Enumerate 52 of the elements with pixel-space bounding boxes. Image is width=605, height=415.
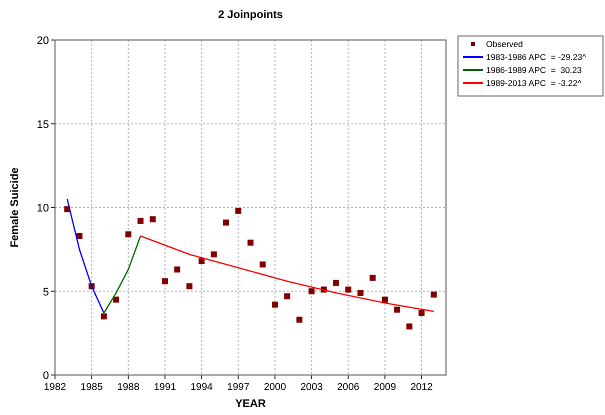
x-tick-label: 2000 (264, 382, 286, 393)
x-tick-label: 1988 (117, 382, 140, 393)
x-tick-label: 2012 (410, 382, 434, 393)
x-axis-title: YEAR (235, 398, 266, 410)
point (125, 231, 132, 238)
y-axis-title: Female Suicide (9, 167, 21, 248)
legend-label: 1989-2013 APC = -3.22^ (486, 78, 582, 88)
chart-title: 2 Joinpoints (218, 9, 283, 21)
point (296, 316, 302, 323)
point (186, 283, 192, 290)
x-tick-label: 1991 (154, 382, 177, 393)
point (260, 261, 266, 268)
point (284, 293, 290, 300)
x-tick-label: 1994 (190, 382, 214, 393)
x-tick-label: 1997 (227, 382, 250, 393)
point (418, 310, 425, 316)
point (394, 306, 400, 313)
point (370, 274, 376, 281)
x-tick-label: 1982 (44, 382, 67, 393)
point (138, 218, 144, 224)
point (210, 251, 217, 258)
point (430, 292, 437, 298)
point (113, 296, 120, 303)
y-tick-label: 20 (36, 35, 49, 47)
point (150, 216, 156, 222)
point (272, 302, 278, 308)
point (100, 313, 107, 320)
legend-label: 1983-1986 APC = -29.23^ (486, 52, 586, 62)
point (198, 258, 205, 264)
x-tick-label: 2003 (300, 382, 324, 393)
point (406, 323, 412, 330)
y-tick-label: 0 (42, 370, 49, 382)
legend-label: 1986-1989 APC = 30.23 (486, 65, 582, 75)
point (308, 288, 315, 294)
point (223, 220, 230, 226)
x-tick-label: 2006 (337, 382, 360, 393)
line-series (140, 235, 434, 312)
x-tick-label: 2009 (374, 382, 396, 393)
y-tick-label: 10 (36, 202, 49, 214)
point (235, 208, 242, 214)
point (248, 240, 254, 246)
point (76, 232, 82, 239)
y-tick-label: 15 (36, 118, 49, 131)
point (357, 290, 364, 296)
x-tick-label: 1985 (80, 382, 104, 393)
point (333, 280, 340, 286)
point (382, 296, 388, 303)
point (162, 278, 168, 284)
point (345, 286, 352, 293)
legend-label: Observed (486, 39, 524, 49)
y-tick-label: 5 (42, 286, 49, 298)
point (174, 266, 180, 272)
